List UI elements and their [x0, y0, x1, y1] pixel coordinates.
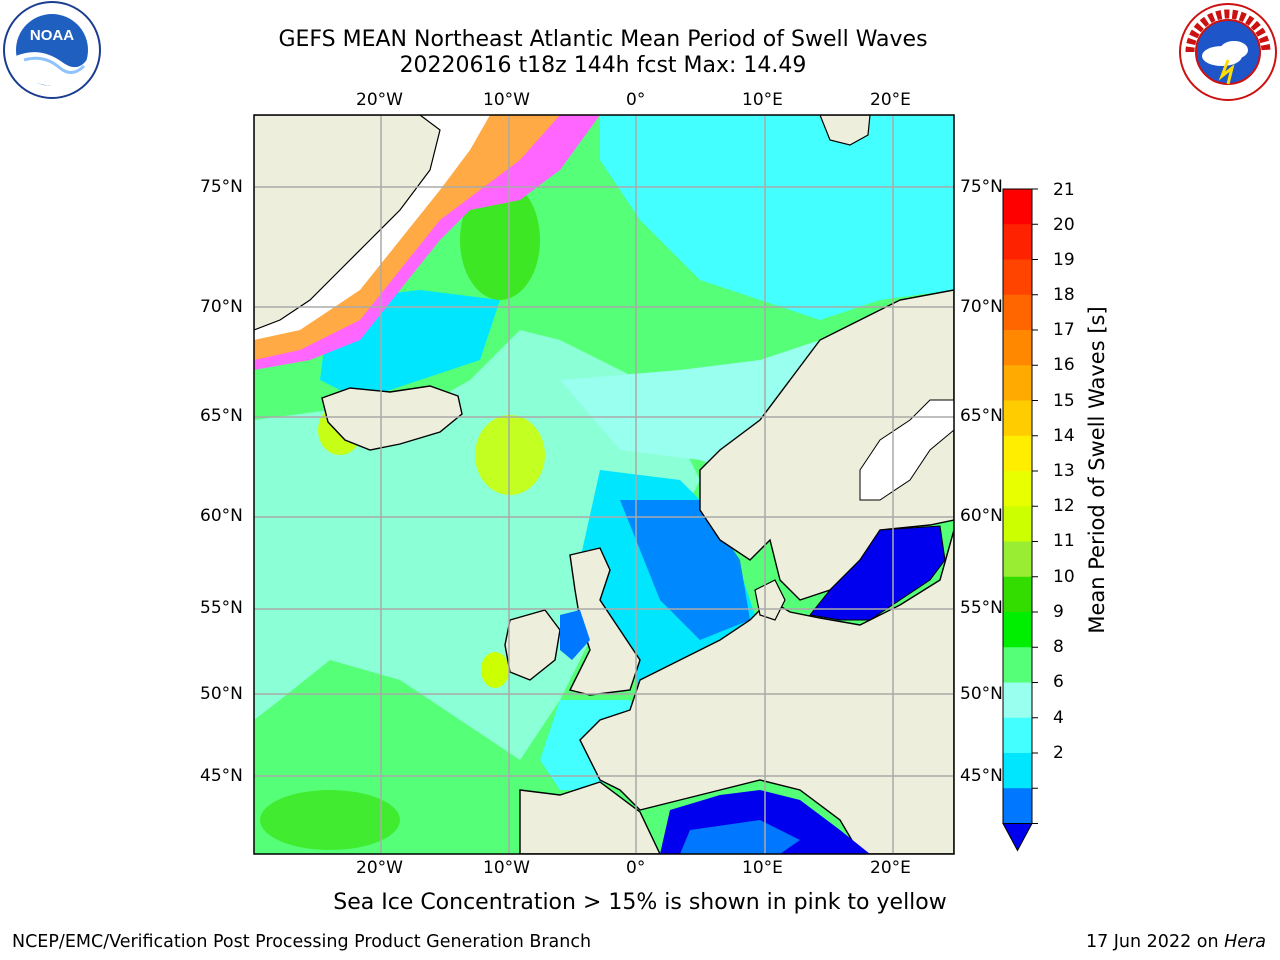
colorbar-segment	[1003, 506, 1032, 542]
lon-label-bottom: 10°W	[483, 858, 530, 878]
colorbar-segment	[1003, 753, 1032, 789]
colorbar-segment	[1003, 471, 1032, 507]
lon-label-top: 20°W	[356, 90, 403, 110]
lon-label-top: 10°W	[483, 90, 530, 110]
colorbar-tick-label: 9	[1053, 602, 1064, 622]
lon-label-bottom: 10°E	[742, 858, 783, 878]
lon-label-bottom: 20°W	[356, 858, 403, 878]
lat-label-right: 50°N	[960, 684, 1003, 704]
colorbar-tick-label: 19	[1053, 250, 1075, 270]
colorbar-segment	[1003, 576, 1032, 613]
colorbar-tick-label: 18	[1053, 285, 1075, 305]
lat-label-left: 70°N	[200, 297, 243, 317]
colorbar-segment	[1003, 294, 1032, 331]
colorbar-tick-label: 6	[1053, 672, 1064, 692]
colorbar-segment	[1003, 365, 1032, 401]
colorbar-segment	[1003, 717, 1032, 754]
colorbar-title: Mean Period of Swell Waves [s]	[1085, 306, 1109, 634]
lat-label-right: 65°N	[960, 406, 1003, 426]
colorbar-segment	[1003, 788, 1032, 824]
lon-label-top: 10°E	[742, 90, 783, 110]
lon-label-top: 0°	[626, 90, 646, 110]
colorbar-segment	[1003, 259, 1032, 296]
colorbar-segment	[1003, 612, 1032, 648]
colorbar-tick-label: 20	[1053, 215, 1075, 235]
colorbar-segment	[1003, 647, 1032, 683]
national-weather-service-logo	[1179, 3, 1277, 101]
colorbar-extend-arrow	[1002, 823, 1033, 852]
colorbar-tick-label: 15	[1053, 391, 1075, 411]
lat-label-left: 75°N	[200, 177, 243, 197]
lat-label-right: 75°N	[960, 177, 1003, 197]
iceland	[321, 385, 463, 451]
colorbar-tick-label: 21	[1053, 180, 1075, 200]
map-frame	[253, 114, 955, 855]
footer-date: 17 Jun 2022 on Hera	[1086, 932, 1266, 952]
footer-credit: NCEP/EMC/Verification Post Processing Pr…	[12, 932, 592, 952]
map-title: GEFS MEAN Northeast Atlantic Mean Period…	[278, 27, 928, 52]
lat-label-left: 55°N	[200, 598, 243, 618]
lat-label-left: 50°N	[200, 684, 243, 704]
colorbar-tick-label: 4	[1053, 708, 1064, 728]
continental-europe	[579, 529, 954, 854]
colorbar-segment	[1003, 541, 1032, 578]
lon-label-bottom: 0°	[626, 858, 646, 878]
lat-label-right: 45°N	[960, 766, 1003, 786]
footer-date-text: 17 Jun 2022 on	[1085, 932, 1225, 952]
lat-label-left: 60°N	[200, 506, 243, 526]
map-subtitle: 20220616 t18z 144h fcst Max: 14.49	[399, 53, 807, 78]
colorbar-segment	[1003, 400, 1032, 437]
colorbar-tick-label: 11	[1053, 531, 1075, 551]
colorbar-tick-label: 17	[1053, 320, 1075, 340]
lat-label-right: 55°N	[960, 598, 1003, 618]
lon-label-bottom: 20°E	[870, 858, 911, 878]
lat-label-left: 65°N	[200, 406, 243, 426]
lat-label-right: 60°N	[960, 506, 1003, 526]
colorbar-segment	[1003, 224, 1032, 260]
noaa-logo: NOAA	[3, 1, 101, 99]
colorbar-segment	[1003, 435, 1032, 472]
footer-machine-name: Hera	[1224, 932, 1266, 952]
svg-text:NOAA: NOAA	[30, 27, 74, 44]
lat-label-left: 45°N	[200, 766, 243, 786]
colorbar-tick-label: 12	[1053, 496, 1075, 516]
colorbar-segment	[1003, 189, 1032, 225]
colorbar-tick-label: 2	[1053, 743, 1064, 763]
colorbar-segment	[1003, 682, 1032, 719]
colorbar-segment	[1003, 330, 1032, 366]
sea-ice-note: Sea Ice Concentration > 15% is shown in …	[333, 890, 947, 915]
ireland	[504, 609, 561, 681]
lat-label-right: 70°N	[960, 297, 1003, 317]
lon-label-top: 20°E	[870, 90, 911, 110]
colorbar-tick-label: 13	[1053, 461, 1075, 481]
colorbar-tick-label: 16	[1053, 355, 1075, 375]
colorbar-tick-label: 8	[1053, 637, 1064, 657]
colorbar-tick-label: 14	[1053, 426, 1075, 446]
colorbar-tick-label: 10	[1053, 567, 1075, 587]
